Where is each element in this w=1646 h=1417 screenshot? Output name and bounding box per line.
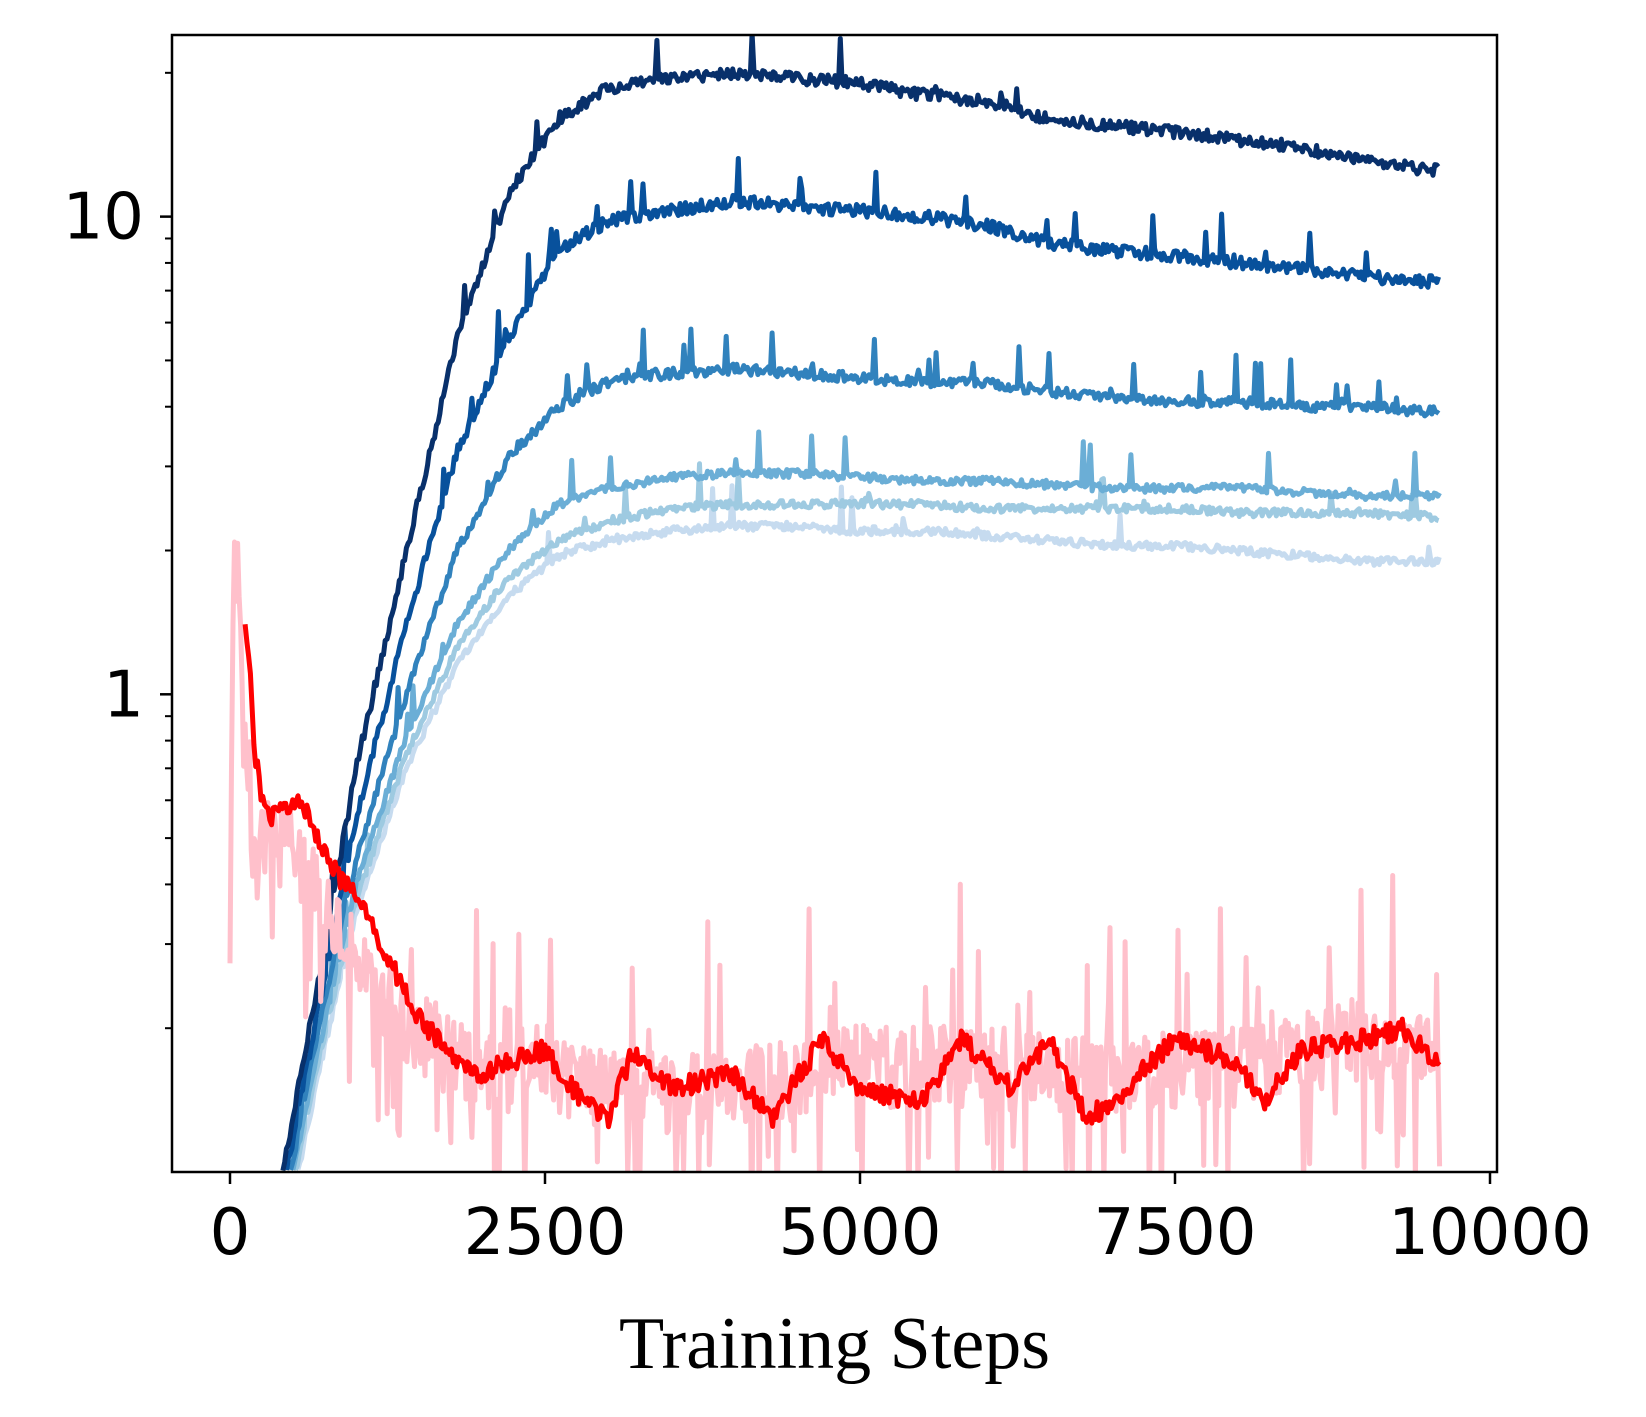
x-tick-label: 5000 [779,1196,942,1270]
series-line-red-smoothed [242,623,1442,1130]
tick-layer: 0 2500 5000 7500 10000 1 10 [63,71,1592,1270]
series-line-blue-2 [284,156,1441,1171]
series-layer [227,35,1443,1172]
x-tick-label: 0 [210,1196,251,1270]
plot-frame [170,33,1499,1174]
x-axis-title: Training Steps [619,1303,1050,1385]
series-line-blue-3 [288,326,1441,1171]
x-tick-label: 7500 [1094,1196,1257,1270]
series-line-blue-5 [293,461,1440,1171]
series-line-blue-1 [280,35,1441,1172]
series-line-blue-6 [295,483,1442,1171]
series-line-blue-4 [290,429,1442,1171]
x-tick-label: 2500 [464,1196,627,1270]
series-line-pink-raw [227,539,1443,1172]
y-tick-label: 10 [63,181,144,255]
x-tick-label: 10000 [1388,1196,1592,1270]
y-tick-label: 1 [103,658,144,732]
